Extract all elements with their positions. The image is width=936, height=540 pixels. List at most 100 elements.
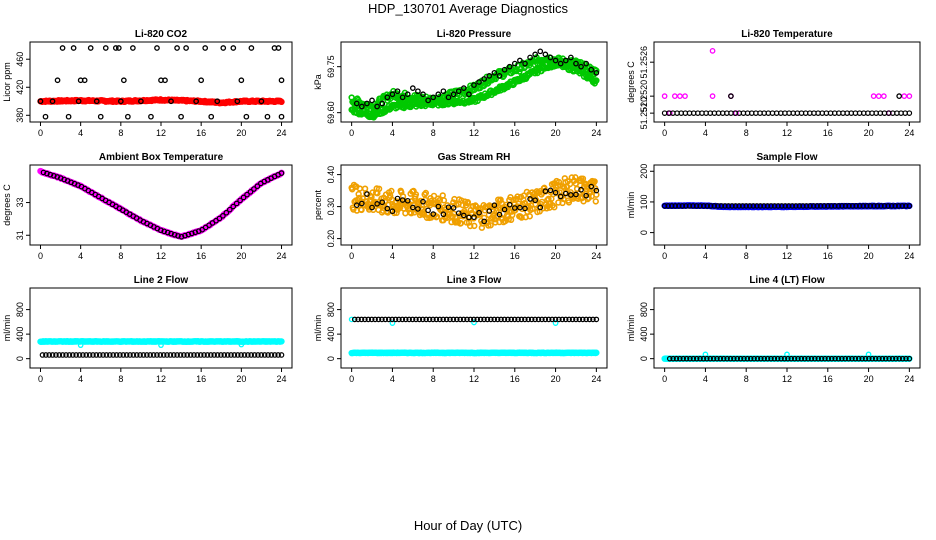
series-2 bbox=[661, 203, 913, 209]
data-point bbox=[494, 202, 501, 210]
y-tick-label: 51.2520 bbox=[639, 97, 649, 130]
data-point bbox=[211, 352, 217, 358]
data-point bbox=[593, 349, 600, 356]
data-point bbox=[181, 352, 187, 358]
data-point bbox=[174, 352, 180, 358]
data-point bbox=[540, 205, 547, 212]
x-tick-label: 8 bbox=[118, 251, 123, 261]
data-point bbox=[42, 113, 49, 120]
data-point bbox=[552, 320, 559, 326]
data-point bbox=[768, 203, 774, 209]
x-tick-label: 16 bbox=[196, 128, 206, 138]
data-point bbox=[221, 352, 228, 358]
data-point bbox=[426, 316, 433, 323]
data-point bbox=[552, 189, 559, 196]
x-tick-label: 4 bbox=[78, 374, 83, 384]
x-tick-label: 4 bbox=[390, 374, 395, 384]
data-point bbox=[665, 203, 671, 209]
data-point bbox=[549, 316, 555, 323]
y-tick-label: 460 bbox=[15, 52, 25, 67]
data-point bbox=[254, 183, 261, 190]
data-point bbox=[539, 316, 545, 323]
series-3 bbox=[351, 316, 600, 323]
data-point bbox=[687, 355, 693, 362]
data-point bbox=[825, 355, 832, 362]
x-tick-label: 0 bbox=[38, 251, 43, 261]
data-point bbox=[358, 206, 365, 214]
data-point bbox=[808, 355, 815, 362]
data-point bbox=[672, 203, 679, 209]
x-tick-label: 12 bbox=[469, 251, 479, 261]
y-tick-label: 0 bbox=[326, 356, 336, 361]
data-point bbox=[661, 203, 668, 209]
data-point bbox=[775, 203, 781, 209]
data-point bbox=[47, 171, 54, 178]
x-tick-label: 12 bbox=[156, 128, 166, 138]
data-point bbox=[189, 230, 195, 237]
y-tick-label: 800 bbox=[639, 302, 649, 317]
data-point bbox=[593, 316, 600, 323]
data-point bbox=[177, 352, 184, 358]
data-point bbox=[525, 316, 532, 323]
data-point bbox=[255, 352, 261, 358]
data-point bbox=[69, 352, 76, 358]
data-point bbox=[223, 209, 230, 216]
data-point bbox=[103, 352, 110, 358]
data-point bbox=[704, 355, 710, 362]
data-point bbox=[54, 174, 61, 180]
data-point bbox=[66, 352, 73, 358]
data-point bbox=[795, 355, 801, 362]
data-point bbox=[278, 77, 285, 84]
data-point bbox=[874, 203, 881, 209]
data-point bbox=[750, 203, 757, 209]
data-point bbox=[234, 352, 241, 358]
data-point bbox=[781, 355, 788, 362]
data-point bbox=[588, 183, 595, 190]
y-tick-label: 800 bbox=[326, 302, 336, 317]
data-point bbox=[707, 203, 714, 209]
data-point bbox=[878, 203, 884, 209]
data-point bbox=[881, 93, 887, 100]
y-tick-label: 0.30 bbox=[326, 198, 336, 216]
data-point bbox=[805, 355, 811, 362]
data-point bbox=[115, 45, 122, 51]
series-2 bbox=[348, 316, 559, 326]
data-point bbox=[535, 316, 542, 323]
data-point bbox=[697, 355, 703, 362]
data-point bbox=[661, 355, 668, 362]
data-point bbox=[747, 355, 754, 362]
data-point bbox=[265, 352, 271, 358]
data-point bbox=[490, 212, 497, 219]
data-point bbox=[725, 203, 732, 209]
data-point bbox=[191, 352, 197, 358]
data-point bbox=[353, 202, 360, 208]
data-point bbox=[778, 355, 784, 362]
data-point bbox=[899, 355, 906, 362]
data-point bbox=[364, 100, 370, 107]
data-point bbox=[423, 316, 429, 323]
data-point bbox=[529, 205, 536, 212]
panel-title: Line 2 Flow bbox=[134, 275, 189, 286]
data-point bbox=[506, 201, 513, 208]
data-point bbox=[110, 352, 116, 358]
data-point bbox=[532, 316, 538, 323]
data-point bbox=[433, 316, 440, 323]
data-point bbox=[683, 355, 690, 362]
data-point bbox=[477, 316, 484, 323]
data-point bbox=[447, 316, 453, 323]
x-tick-label: 24 bbox=[591, 251, 601, 261]
data-point bbox=[879, 355, 886, 362]
data-point bbox=[481, 218, 487, 225]
data-point bbox=[278, 170, 285, 176]
x-tick-label: 4 bbox=[703, 251, 708, 261]
data-point bbox=[476, 209, 482, 216]
data-point bbox=[671, 93, 678, 100]
data-point bbox=[192, 229, 199, 236]
data-point bbox=[476, 79, 482, 85]
x-tick-label: 20 bbox=[551, 374, 561, 384]
data-point bbox=[586, 316, 593, 323]
data-point bbox=[846, 203, 852, 209]
data-point bbox=[251, 352, 258, 358]
data-point bbox=[454, 316, 460, 323]
